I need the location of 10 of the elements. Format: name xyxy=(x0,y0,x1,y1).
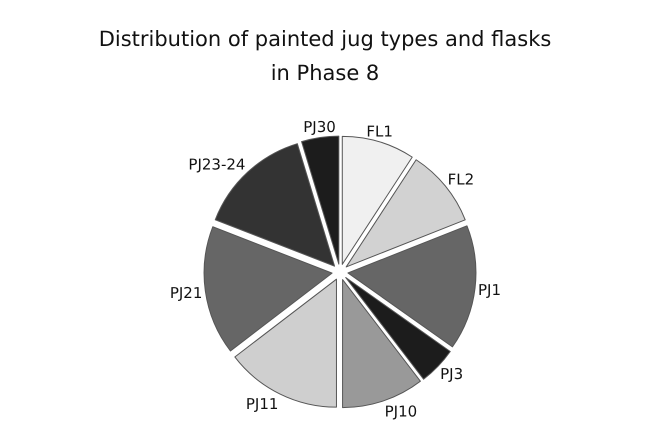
slice-label: PJ10 xyxy=(384,402,418,420)
chart-title: Distribution of painted jug types and flasks in Phase 8 xyxy=(98,27,552,85)
slice-label: PJ21 xyxy=(170,284,202,302)
slice-label: PJ1 xyxy=(478,280,502,299)
slice-label: PJ23-24 xyxy=(188,155,246,174)
slice-label: PJ11 xyxy=(246,395,278,414)
slice-label: FL1 xyxy=(366,122,393,140)
slice-label: FL2 xyxy=(448,170,474,188)
slice-label: PJ30 xyxy=(303,118,336,136)
slice-label: PJ3 xyxy=(440,365,464,384)
